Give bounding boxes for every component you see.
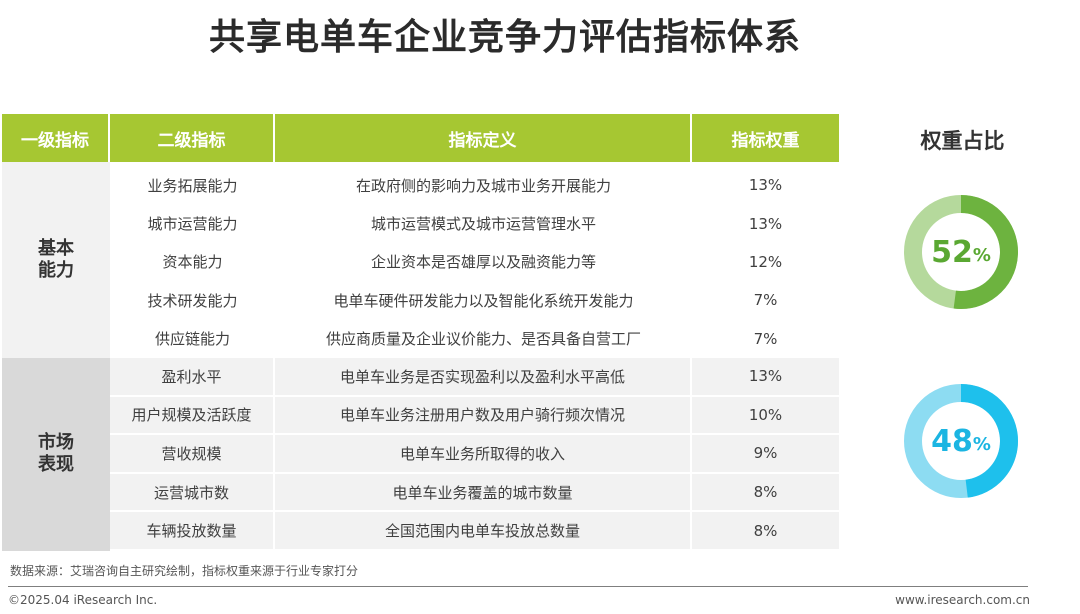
donut-share-arc — [904, 195, 1018, 309]
market-performance-donut: 48% — [903, 383, 1019, 499]
table-header: 一级指标 二级指标 指标定义 指标权重 — [2, 114, 839, 162]
donut-percent-label: 52% — [903, 194, 1019, 310]
indicator-weight: 13% — [748, 367, 783, 386]
table-row: 技术研发能力 电单车硬件研发能力以及智能化系统开发能力 7% — [110, 281, 839, 320]
indicator-definition: 电单车业务覆盖的城市数量 — [275, 473, 692, 511]
group-market-performance: 市场 表现 盈利水平 电单车业务是否实现盈利以及盈利水平高低 13% 用户规模及… — [2, 357, 839, 551]
header-definition: 指标定义 — [275, 114, 692, 162]
indicator-weight: 13% — [748, 214, 783, 233]
table-row: 供应链能力 供应商质量及企业议价能力、是否具备自营工厂 7% — [110, 319, 839, 358]
group-basic-ability: 基本 能力 业务拓展能力 在政府侧的影响力及城市业务开展能力 13% 城市运营能… — [2, 162, 839, 358]
indicator-weight: 8% — [753, 521, 778, 540]
table-row: 盈利水平 电单车业务是否实现盈利以及盈利水平高低 13% — [110, 357, 839, 397]
indicator-table: 一级指标 二级指标 指标定义 指标权重 基本 能力 业务拓展能力 在政府侧的影响… — [2, 114, 839, 551]
copyright: ©2025.04 iResearch Inc. — [8, 593, 158, 607]
table-row: 运营城市数 电单车业务覆盖的城市数量 8% — [110, 473, 839, 513]
table-row: 业务拓展能力 在政府侧的影响力及城市业务开展能力 13% — [110, 166, 839, 205]
table-row: 营收规模 电单车业务所取得的收入 9% — [110, 435, 839, 474]
footer-divider — [8, 586, 1028, 587]
table-row: 用户规模及活跃度 电单车业务注册用户数及用户骑行频次情况 10% — [110, 396, 839, 436]
header-level1: 一级指标 — [2, 114, 110, 162]
donut-chart — [904, 384, 1018, 498]
header-level2: 二级指标 — [110, 114, 275, 162]
indicator-weight: 7% — [753, 329, 778, 348]
donut-percent-label: 48% — [903, 383, 1019, 499]
indicator-name: 营收规模 — [110, 435, 275, 472]
data-source-note: 数据来源：艾瑞咨询自主研究绘制，指标权重来源于行业专家打分 — [10, 564, 359, 578]
indicator-definition: 城市运营模式及城市运营管理水平 — [370, 215, 596, 234]
indicator-name: 用户规模及活跃度 — [110, 396, 275, 434]
indicator-name: 车辆投放数量 — [110, 512, 275, 549]
indicator-definition: 企业资本是否雄厚以及融资能力等 — [370, 253, 596, 272]
indicator-weight: 7% — [753, 291, 778, 310]
indicator-weight: 12% — [748, 252, 783, 271]
donut-share-arc — [904, 384, 1018, 498]
indicator-definition: 电单车业务是否实现盈利以及盈利水平高低 — [275, 357, 692, 395]
indicator-name: 盈利水平 — [110, 357, 275, 395]
indicator-definition: 全国范围内电单车投放总数量 — [275, 512, 692, 549]
page-title: 共享电单车企业竞争力评估指标体系 — [208, 17, 801, 58]
header-weight: 指标权重 — [731, 130, 800, 151]
indicator-name: 技术研发能力 — [147, 291, 238, 310]
percent-symbol: % — [972, 244, 991, 266]
table-row: 城市运营能力 城市运营模式及城市运营管理水平 13% — [110, 204, 839, 243]
indicator-name: 资本能力 — [162, 253, 223, 272]
indicator-weight: 13% — [748, 176, 783, 195]
percent-symbol: % — [972, 433, 991, 455]
website-url: www.iresearch.com.cn — [895, 593, 1030, 607]
category-cell: 基本 能力 — [2, 162, 110, 358]
category-cell: 市场 表现 — [2, 357, 110, 551]
indicator-name: 城市运营能力 — [147, 215, 238, 234]
indicator-definition: 电单车业务注册用户数及用户骑行频次情况 — [275, 396, 692, 434]
indicator-weight: 9% — [753, 444, 778, 463]
indicator-definition: 电单车业务所取得的收入 — [275, 435, 692, 472]
basic-ability-donut: 52% — [903, 194, 1019, 310]
indicator-name: 运营城市数 — [110, 473, 275, 511]
weight-share-title: 权重占比 — [920, 129, 1005, 153]
table-row: 车辆投放数量 全国范围内电单车投放总数量 8% — [110, 512, 839, 551]
indicator-definition: 供应商质量及企业议价能力、是否具备自营工厂 — [325, 330, 641, 349]
table-row: 资本能力 企业资本是否雄厚以及融资能力等 12% — [110, 242, 839, 282]
percent-number: 52 — [931, 234, 973, 270]
percent-number: 48 — [931, 423, 973, 459]
indicator-weight: 10% — [748, 405, 783, 424]
indicator-weight: 8% — [753, 483, 778, 502]
indicator-name: 供应链能力 — [154, 330, 230, 349]
indicator-definition: 在政府侧的影响力及城市业务开展能力 — [355, 176, 611, 195]
donut-chart — [904, 195, 1018, 309]
indicator-definition: 电单车硬件研发能力以及智能化系统开发能力 — [333, 291, 634, 310]
indicator-name: 业务拓展能力 — [147, 176, 238, 195]
